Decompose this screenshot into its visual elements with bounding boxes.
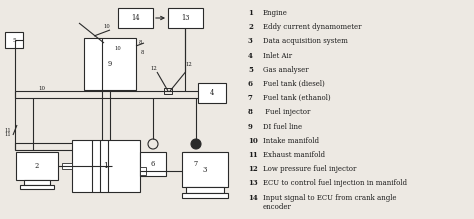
Text: 11: 11 (248, 151, 258, 159)
Text: Eddy current dynamometer: Eddy current dynamometer (263, 23, 362, 31)
Text: 9: 9 (108, 60, 112, 68)
Text: DI fuel line: DI fuel line (263, 123, 302, 131)
Text: Data acquisition system: Data acquisition system (263, 37, 348, 45)
Text: Fuel injector: Fuel injector (263, 108, 310, 117)
Bar (5, 32, 23, 48)
Text: Fuel tank (diesel): Fuel tank (diesel) (263, 80, 325, 88)
Text: 1: 1 (248, 9, 253, 17)
Text: 5: 5 (248, 66, 253, 74)
Circle shape (191, 139, 201, 149)
Bar (182, 193, 228, 198)
Text: 2: 2 (248, 23, 253, 31)
Text: 10: 10 (115, 46, 121, 51)
Text: 6: 6 (248, 80, 253, 88)
Bar (186, 187, 224, 193)
Text: 2: 2 (35, 162, 39, 170)
Text: 12: 12 (248, 165, 258, 173)
Text: 10: 10 (104, 23, 110, 28)
Text: 6: 6 (151, 160, 155, 168)
Text: 9: 9 (248, 123, 253, 131)
Text: 12: 12 (185, 62, 192, 67)
Bar (183, 152, 209, 176)
Text: 8: 8 (140, 49, 144, 55)
Text: 3: 3 (203, 166, 207, 173)
Text: Input signal to ECU from crank angle
encoder: Input signal to ECU from crank angle enc… (263, 194, 396, 211)
Bar (16, 152, 58, 180)
Text: 1: 1 (103, 162, 109, 170)
Text: Intake manifold: Intake manifold (263, 137, 319, 145)
Text: Gas analyser: Gas analyser (263, 66, 309, 74)
Text: 7: 7 (248, 94, 253, 102)
Bar (198, 83, 226, 103)
Bar (20, 185, 54, 189)
Bar (182, 152, 228, 187)
Text: Engine: Engine (263, 9, 288, 17)
Text: 4: 4 (248, 52, 253, 60)
Text: 11: 11 (5, 132, 11, 138)
Bar (62, 163, 72, 169)
Bar (84, 38, 136, 90)
Text: 13: 13 (248, 179, 258, 187)
Bar (118, 8, 153, 28)
Bar (168, 8, 203, 28)
Text: 3: 3 (248, 37, 253, 45)
Text: 5: 5 (12, 37, 16, 42)
Text: Fuel tank (ethanol): Fuel tank (ethanol) (263, 94, 331, 102)
Text: 10: 10 (248, 137, 258, 145)
Text: Inlet Air: Inlet Air (263, 52, 292, 60)
Bar (164, 88, 172, 94)
Text: 8: 8 (139, 41, 142, 46)
Bar (72, 140, 140, 192)
Text: 7: 7 (194, 160, 198, 168)
Bar (140, 152, 166, 176)
Text: ECU to control fuel injection in manifold: ECU to control fuel injection in manifol… (263, 179, 407, 187)
Text: 14: 14 (248, 194, 258, 202)
Text: 10: 10 (38, 85, 46, 90)
Text: 13: 13 (181, 14, 190, 22)
Text: 12: 12 (151, 67, 157, 71)
Text: 11: 11 (5, 127, 11, 132)
Bar (140, 167, 146, 175)
Text: 8: 8 (248, 108, 253, 117)
Text: Low pressure fuel injector: Low pressure fuel injector (263, 165, 356, 173)
Bar (24, 180, 50, 185)
Text: Exhaust manifold: Exhaust manifold (263, 151, 325, 159)
Text: 4: 4 (210, 89, 214, 97)
Text: 14: 14 (131, 14, 140, 22)
